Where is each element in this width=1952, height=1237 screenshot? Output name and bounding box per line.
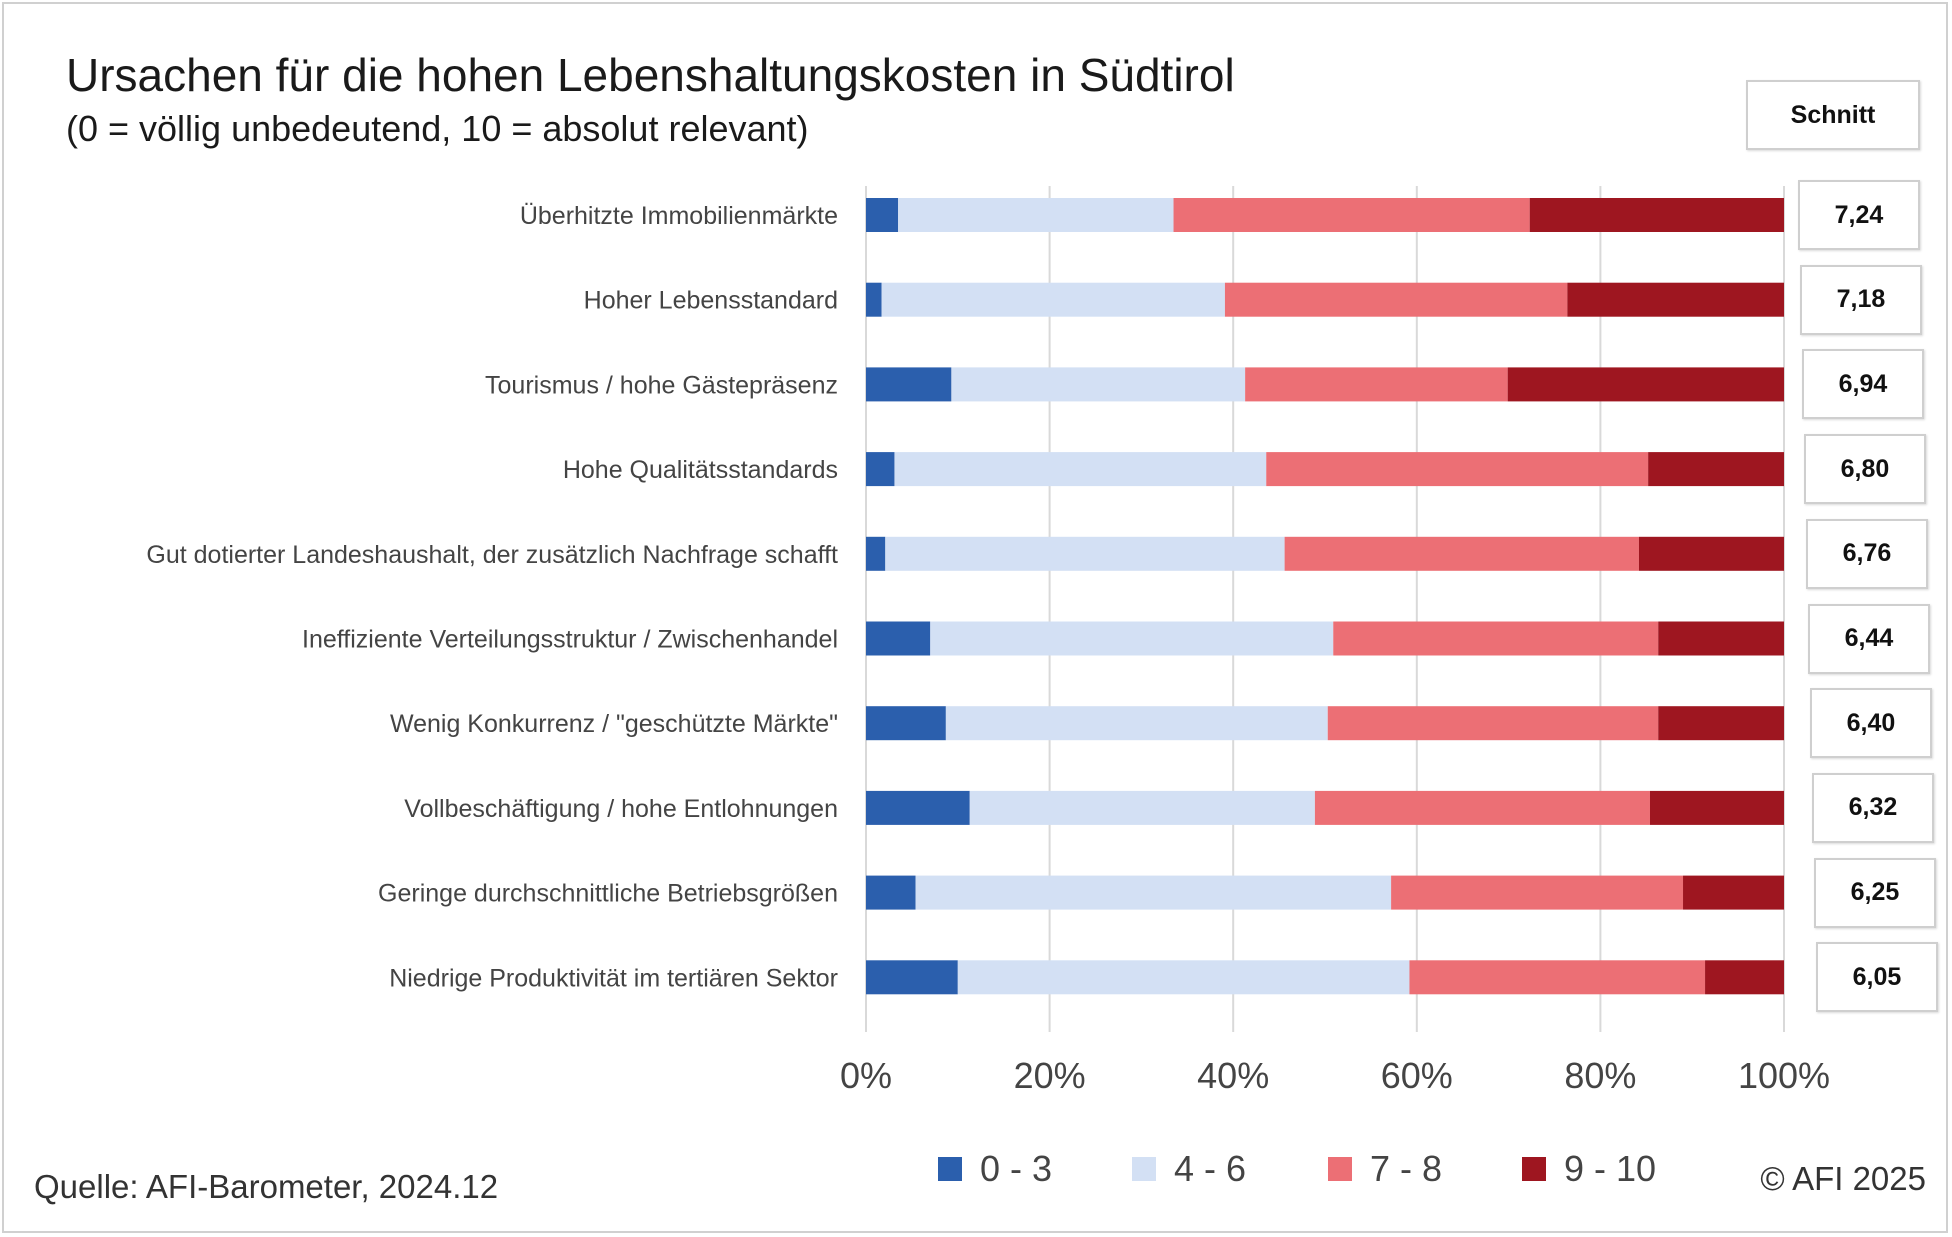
copyright-note: © AFI 2025 — [1760, 1160, 1926, 1197]
bar-segment — [915, 875, 1392, 910]
legend-swatch — [938, 1157, 962, 1181]
bar-segment — [1224, 282, 1568, 317]
x-axis-ticks: 0% 20% 40% 60% 80% 100% — [840, 1055, 1830, 1096]
bar-segment — [1638, 536, 1784, 571]
average-value: 6,80 — [1804, 434, 1926, 505]
category-label: Hohe Qualitätsstandards — [563, 456, 838, 484]
average-value: 6,40 — [1810, 688, 1932, 759]
bar-segment — [1648, 452, 1784, 487]
chart-subtitle: (0 = völlig unbedeutend, 10 = absolut re… — [66, 108, 809, 149]
x-tick-label: 40% — [1197, 1055, 1269, 1096]
bar-segment — [1314, 790, 1650, 825]
average-value: 6,76 — [1806, 518, 1928, 589]
bar-segment — [957, 960, 1410, 995]
bar-segment — [1683, 875, 1784, 910]
category-labels: Überhitzte Immobilienmärkte Hoher Lebenss… — [146, 202, 838, 992]
bar-segment — [866, 198, 899, 232]
legend-label: 9 - 10 — [1564, 1148, 1656, 1189]
category-label: Gut dotierter Landeshaushalt, der zusätz… — [146, 541, 838, 569]
category-label: Geringe durchschnittliche Betriebsgrößen — [378, 880, 838, 908]
bar-segment — [866, 282, 882, 317]
x-tick-label: 80% — [1564, 1055, 1636, 1096]
chart-title: Ursachen für die hohen Lebenshaltungskos… — [66, 49, 1235, 101]
x-tick-label: 60% — [1381, 1055, 1453, 1096]
bar-segment — [1658, 706, 1784, 741]
bar-segment — [885, 536, 1285, 571]
bars — [866, 198, 1784, 995]
bar-segment — [1529, 198, 1784, 232]
category-label: Wenig Konkurrenz / "geschützte Märkte" — [390, 710, 838, 738]
bar-segment — [881, 282, 1225, 317]
category-label: Niedrige Produktivität im tertiären Sekt… — [389, 964, 838, 992]
legend-swatch — [1328, 1157, 1352, 1181]
bar-segment — [866, 875, 916, 910]
bar-segment — [866, 367, 952, 402]
x-tick-label: 100% — [1738, 1055, 1830, 1096]
bar-segment — [969, 790, 1315, 825]
bar-segment — [1567, 282, 1784, 317]
bar-segment — [866, 706, 946, 741]
legend: 0 - 3 4 - 6 7 - 8 9 - 10 — [938, 1148, 1656, 1189]
bar-segment — [866, 452, 895, 487]
average-value: 6,25 — [1814, 857, 1936, 928]
average-value: 6,44 — [1808, 603, 1930, 674]
x-tick-label: 20% — [1014, 1055, 1086, 1096]
bar-segment — [898, 198, 1174, 232]
bar-segment — [1705, 960, 1784, 995]
bar-segment — [866, 960, 958, 995]
bar-segment — [1507, 367, 1784, 402]
bar-segment — [1333, 621, 1659, 656]
source-note: Quelle: AFI-Barometer, 2024.12 — [34, 1168, 499, 1205]
legend-swatch — [1132, 1157, 1156, 1181]
average-value: 6,94 — [1802, 349, 1924, 420]
bar-segment — [866, 536, 886, 571]
bar-segment — [945, 706, 1328, 741]
bar-segment — [1649, 790, 1784, 825]
category-label: Tourismus / hohe Gästepräsenz — [485, 371, 838, 399]
legend-swatch — [1522, 1157, 1546, 1181]
x-tick-label: 0% — [840, 1055, 892, 1096]
bar-segment — [1173, 198, 1530, 232]
category-label: Überhitzte Immobilienmärkte — [520, 202, 838, 230]
bar-segment — [1245, 367, 1508, 402]
average-header: Schnitt — [1746, 80, 1920, 150]
bar-segment — [1266, 452, 1649, 487]
bar-segment — [930, 621, 1334, 656]
average-value: 6,32 — [1812, 772, 1934, 843]
legend-label: 4 - 6 — [1174, 1148, 1246, 1189]
bar-segment — [1658, 621, 1784, 656]
average-value: 7,24 — [1798, 180, 1920, 250]
bar-segment — [894, 452, 1267, 487]
bar-segment — [1284, 536, 1639, 571]
category-label: Hoher Lebensstandard — [584, 287, 838, 315]
legend-label: 0 - 3 — [980, 1148, 1052, 1189]
category-label: Ineffiziente Verteilungsstruktur / Zwisc… — [302, 626, 838, 654]
legend-label: 7 - 8 — [1370, 1148, 1442, 1189]
category-label: Vollbeschäftigung / hohe Entlohnungen — [404, 795, 838, 823]
bar-segment — [951, 367, 1246, 402]
bar-segment — [1327, 706, 1659, 741]
average-value: 7,18 — [1800, 264, 1922, 335]
average-value: 6,05 — [1816, 942, 1938, 1013]
bar-segment — [1391, 875, 1684, 910]
bar-segment — [866, 790, 970, 825]
bar-segment — [866, 621, 931, 656]
bar-segment — [1409, 960, 1706, 995]
